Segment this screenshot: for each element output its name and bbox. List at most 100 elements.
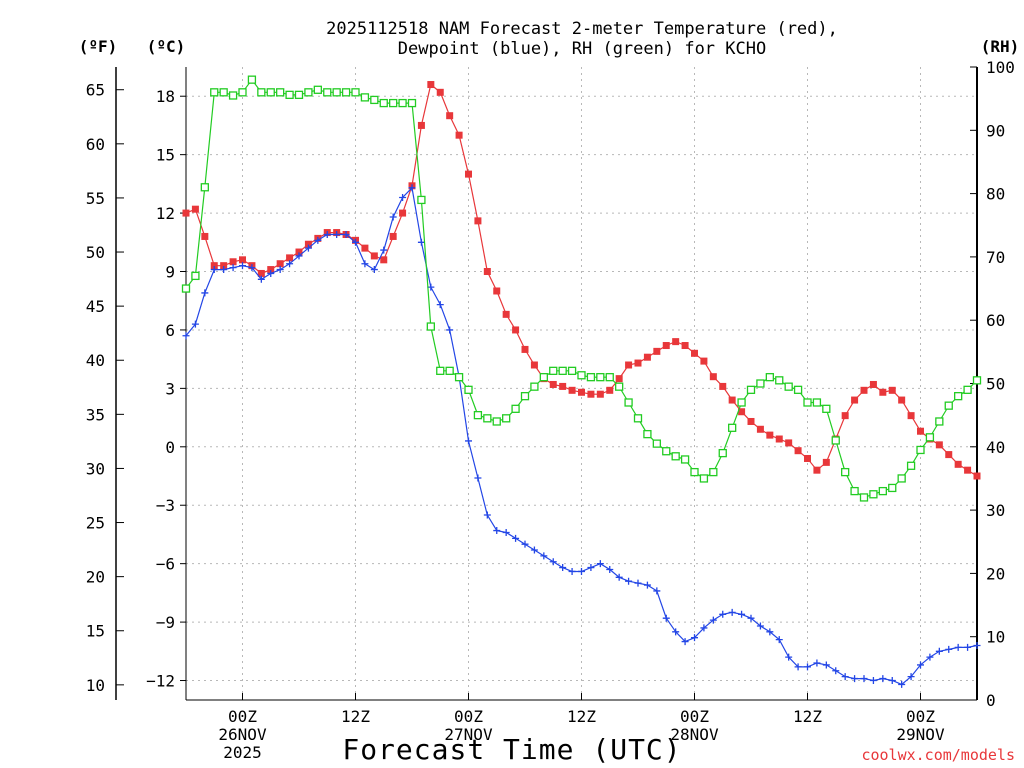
temperature-point	[399, 209, 407, 217]
temperature-point	[879, 388, 887, 396]
rh-point	[605, 373, 614, 382]
temperature-point	[935, 441, 943, 449]
rh-point	[502, 414, 511, 423]
rh-tick-label: 100	[986, 58, 1015, 77]
f-tick-label: 65	[86, 81, 105, 100]
celsius-axis-label: (ºC)	[147, 37, 186, 56]
temperature-point	[286, 254, 294, 262]
rh-tick-label: 20	[986, 564, 1005, 583]
rh-point	[549, 366, 558, 375]
temperature-point	[869, 380, 877, 388]
dewpoint-point	[229, 264, 237, 272]
dewpoint-point	[907, 673, 915, 681]
fahrenheit-axis-label: (ºF)	[79, 37, 118, 56]
rh-point	[464, 385, 473, 394]
dewpoint-point	[888, 677, 896, 685]
rh-point	[756, 379, 765, 388]
rh-point	[596, 373, 605, 382]
temperature-point	[738, 408, 746, 416]
rh-point	[850, 486, 859, 496]
dewpoint-point	[643, 581, 651, 589]
dewpoint-point	[370, 266, 378, 274]
rh-point	[935, 417, 944, 426]
rh-point	[822, 404, 831, 413]
x-tick-label: 00Z	[680, 707, 709, 726]
rh-point	[210, 88, 219, 97]
series-layer	[181, 75, 982, 688]
dewpoint-point	[380, 246, 388, 254]
temperature-point	[578, 388, 585, 396]
rh-tick-label: 40	[986, 438, 1005, 457]
x-tick-label: 26NOV	[218, 725, 267, 744]
rh-point	[775, 376, 784, 385]
rh-point	[370, 95, 379, 105]
x-tick-label: 00Z	[454, 707, 483, 726]
c-tick-label: 0	[165, 438, 175, 457]
rh-point	[238, 88, 247, 97]
c-tick-label: −6	[156, 555, 175, 574]
temperature-point	[860, 386, 868, 394]
rh-point	[793, 385, 803, 394]
rh-tick-label: 10	[986, 628, 1005, 647]
rh-tick-label: 90	[986, 121, 1005, 140]
f-tick-label: 50	[86, 243, 105, 262]
temperature-point	[455, 131, 463, 139]
dewpoint-point	[738, 610, 746, 618]
temperature-point	[813, 466, 821, 474]
temperature-point	[182, 209, 190, 217]
temperature-point	[191, 205, 199, 213]
temperature-point	[427, 81, 435, 89]
rh-point	[577, 371, 586, 380]
rh-point	[407, 98, 417, 108]
dewpoint-point	[182, 332, 190, 340]
temperature-point	[841, 412, 849, 420]
dewpoint-point	[286, 260, 294, 268]
chart-title-line-1: 2025112518 NAM Forecast 2-meter Temperat…	[326, 19, 838, 39]
temperature-point	[596, 390, 604, 398]
f-tick-label: 55	[86, 189, 105, 208]
rh-point	[972, 376, 982, 385]
c-tick-label: 3	[165, 379, 175, 398]
rh-point	[925, 433, 935, 442]
rh-point	[615, 382, 624, 391]
dewpoint-point	[700, 624, 708, 632]
fahrenheit-tick-labels: 65 60 55 50 45 40 35 30 25 20 15 10	[86, 81, 124, 695]
rh-point	[690, 467, 699, 477]
temperature-point	[201, 232, 209, 240]
dewpoint-point	[625, 577, 633, 585]
rh-point	[643, 429, 652, 439]
temperature-point	[662, 342, 670, 350]
dewpoint-point	[465, 437, 472, 445]
rh-point	[539, 373, 548, 382]
dewpoint-point	[879, 675, 887, 683]
rh-point	[624, 398, 633, 407]
temperature-point	[747, 417, 755, 425]
x-tick-label: 12Z	[341, 707, 370, 726]
temperature-point	[804, 454, 811, 462]
dewpoint-point	[549, 558, 557, 566]
f-tick-label: 25	[86, 514, 105, 533]
dewpoint-point	[333, 231, 341, 239]
rh-point	[360, 93, 370, 102]
dewpoint-point	[813, 659, 821, 667]
dewpoint-point	[248, 264, 256, 272]
dewpoint-point	[540, 552, 548, 560]
rh-point	[803, 398, 812, 407]
temperature-point	[417, 121, 425, 129]
rh-point	[812, 398, 822, 407]
temperature-point	[653, 347, 661, 355]
f-tick-label: 20	[86, 568, 105, 587]
rh-point	[191, 271, 200, 281]
c-tick-label: 6	[165, 321, 175, 340]
rh-point	[558, 366, 567, 375]
dewpoint-point	[578, 567, 585, 575]
dewpoint-point	[483, 511, 491, 519]
temperature-point	[465, 170, 472, 178]
dewpoint-point	[804, 663, 811, 671]
rh-point	[473, 410, 483, 420]
f-tick-label: 40	[86, 351, 105, 370]
temperature-line	[185, 83, 978, 477]
dewpoint-point	[512, 534, 520, 542]
dewpoint-point	[973, 641, 981, 649]
